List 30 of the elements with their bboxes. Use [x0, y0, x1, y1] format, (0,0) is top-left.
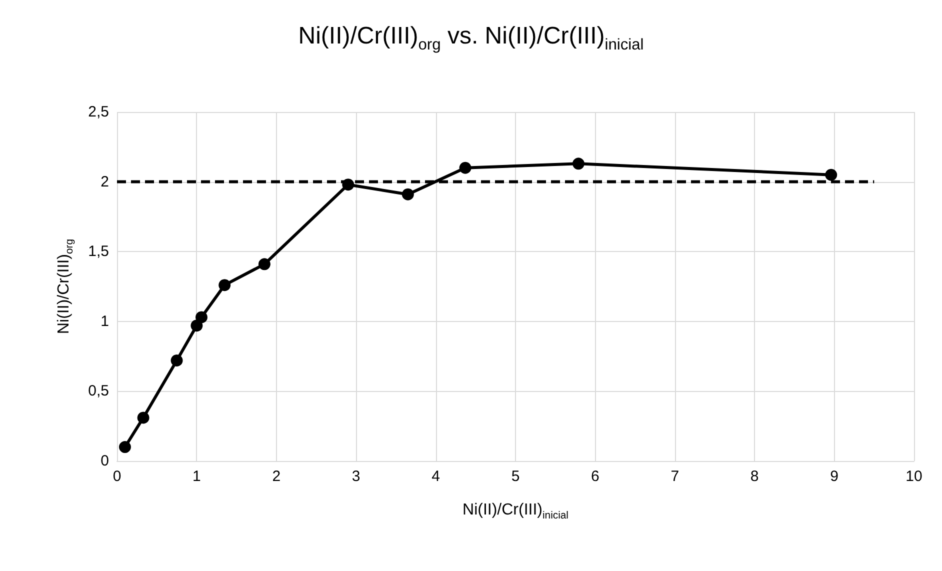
point [572, 158, 584, 170]
point [258, 258, 270, 270]
x-tick-label: 3 [352, 468, 360, 485]
x-tick-label: 5 [511, 468, 520, 485]
y-tick-label: 1,5 [88, 243, 109, 260]
x-tick-label: 6 [591, 468, 600, 485]
point [190, 320, 203, 332]
point [459, 162, 472, 174]
x-tick-label: 1 [192, 468, 201, 485]
x-tick-label: 9 [830, 468, 838, 485]
x-tick-label: 10 [906, 468, 922, 485]
x-tick-label: 0 [112, 468, 122, 485]
point [195, 311, 208, 324]
point [218, 279, 231, 292]
x-tick-label: 2 [272, 468, 281, 485]
y-tick-label: 0,5 [88, 382, 109, 400]
x-tick-label: 4 [432, 468, 440, 485]
point [118, 441, 131, 454]
x-tick-label: 8 [750, 468, 759, 485]
point [170, 354, 183, 366]
y-axis-title: Ni(II)/Cr(III)org [56, 238, 76, 334]
y-tick-label: 0 [100, 452, 109, 470]
x-tick-label: 7 [670, 468, 680, 485]
y-tick-label: 1 [100, 312, 109, 330]
point [402, 188, 414, 200]
point [342, 178, 354, 191]
point [137, 412, 150, 424]
y-tick-label: 2 [100, 173, 109, 190]
y-tick-label: 2,5 [88, 104, 109, 120]
point [825, 168, 838, 181]
